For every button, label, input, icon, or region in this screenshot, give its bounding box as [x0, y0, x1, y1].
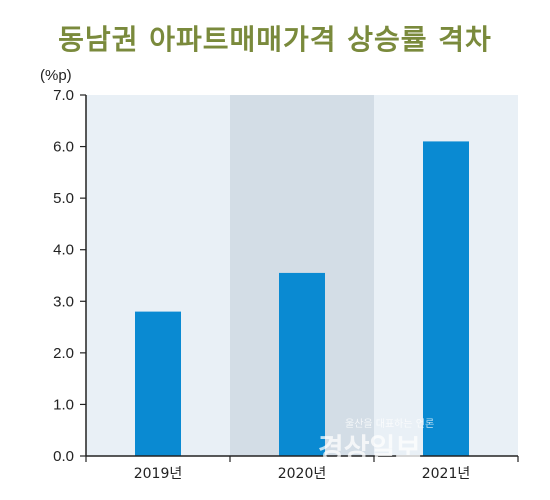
bar-2020년	[279, 272, 325, 456]
bar-2021년	[423, 141, 469, 456]
y-tick-label: 4.0	[53, 242, 74, 259]
x-tick-label: 2019년	[134, 466, 183, 482]
y-tick-label: 7.0	[53, 87, 74, 104]
chart-title: 동남권 아파트매매가격 상승률 격차	[58, 23, 492, 56]
y-unit-label: (%p)	[40, 67, 72, 84]
y-tick-label: 0.0	[53, 448, 74, 465]
x-tick-label: 2021년	[422, 466, 471, 482]
y-tick-label: 1.0	[53, 396, 74, 413]
watermark: 울산을 대표하는 언론 경상일보	[318, 417, 434, 465]
x-tick-label: 2020년	[278, 466, 327, 482]
bars-group	[135, 141, 469, 456]
bar-2019년	[135, 311, 181, 456]
y-tick-label: 6.0	[53, 139, 74, 156]
y-tick-label: 3.0	[53, 293, 74, 310]
watermark-name: 경상일보	[318, 432, 421, 465]
watermark-tagline: 울산을 대표하는 언론	[345, 417, 434, 430]
x-axis: 2019년 2020년 2021년	[85, 455, 519, 482]
y-tick-label: 2.0	[53, 345, 74, 362]
y-axis: 0.0 1.0 2.0 3.0 4.0 5.0 6.0 7.0	[53, 87, 87, 465]
y-tick-label: 5.0	[53, 190, 74, 207]
